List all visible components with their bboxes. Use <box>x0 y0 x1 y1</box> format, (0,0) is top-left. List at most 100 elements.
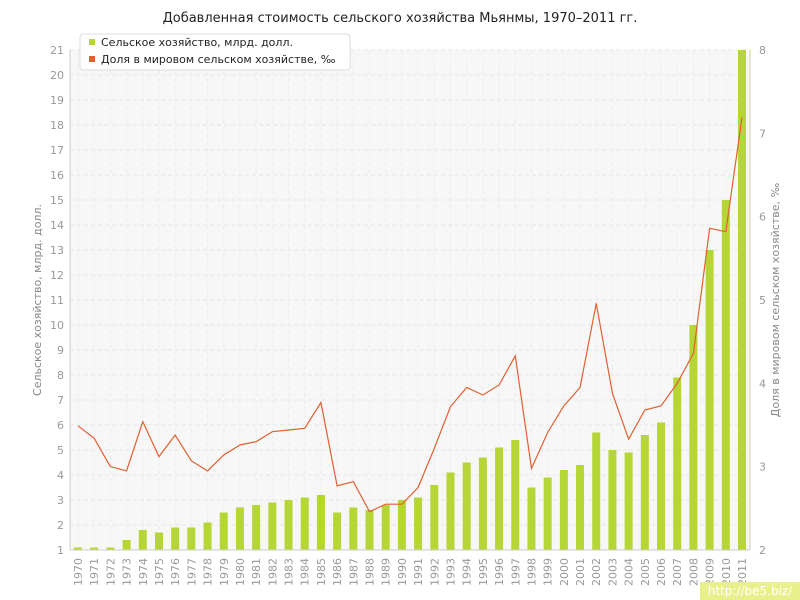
x-tick-label: 2000 <box>558 558 571 586</box>
x-tick-label: 1973 <box>121 558 134 586</box>
left-tick-label: 16 <box>50 169 64 182</box>
bar-1998 <box>527 487 536 550</box>
bar-2002 <box>592 432 601 550</box>
bar-2000 <box>559 470 568 550</box>
x-tick-label: 1974 <box>137 558 150 586</box>
bar-2003 <box>608 450 617 550</box>
legend-swatch-bars <box>89 39 95 45</box>
right-tick-label: 4 <box>759 377 766 390</box>
legend-label-line: Доля в мировом сельском хозяйстве, ‰ <box>101 53 336 66</box>
x-tick-label: 1998 <box>525 558 538 586</box>
left-tick-label: 4 <box>57 469 64 482</box>
bar-1972 <box>106 547 115 550</box>
bar-1983 <box>284 500 293 550</box>
left-tick-label: 3 <box>57 494 64 507</box>
bar-2004 <box>624 452 633 550</box>
x-tick-label: 1984 <box>299 558 312 586</box>
bar-1970 <box>74 547 82 550</box>
x-tick-label: 1993 <box>444 558 457 586</box>
bar-1991 <box>414 497 423 550</box>
left-tick-label: 15 <box>50 194 64 207</box>
right-tick-label: 7 <box>759 127 766 140</box>
bar-1987 <box>349 507 358 550</box>
legend-label-bars: Сельское хозяйство, млрд. долл. <box>101 36 293 49</box>
bar-1992 <box>430 485 439 550</box>
left-tick-label: 12 <box>50 269 64 282</box>
bar-1993 <box>446 472 455 550</box>
left-tick-label: 8 <box>57 369 64 382</box>
bar-1997 <box>511 440 520 550</box>
right-axis-ticks: 2 3 4 5 6 7 8 <box>759 44 766 557</box>
bar-2011 <box>738 50 746 550</box>
bar-series <box>74 50 746 550</box>
left-axis-label: Сельское хозяйство, млрд. долл. <box>31 204 44 396</box>
x-tick-label: 2007 <box>671 558 684 586</box>
left-tick-label: 2 <box>57 519 64 532</box>
x-tick-label: 1980 <box>234 558 247 586</box>
x-tick-label: 2005 <box>639 558 652 586</box>
bar-1981 <box>252 505 261 550</box>
legend-swatch-line <box>89 56 95 62</box>
legend[interactable]: Сельское хозяйство, млрд. долл. Доля в м… <box>79 33 351 71</box>
x-tick-label: 1970 <box>72 558 85 586</box>
bar-1994 <box>462 462 471 550</box>
left-tick-label: 18 <box>50 119 64 132</box>
x-tick-label: 1972 <box>104 558 117 586</box>
bar-2009 <box>705 250 714 550</box>
bar-2007 <box>673 377 682 550</box>
x-tick-label: 1989 <box>380 558 393 586</box>
left-tick-label: 10 <box>50 319 64 332</box>
bar-1988 <box>365 510 374 550</box>
left-tick-label: 20 <box>50 69 64 82</box>
bar-1980 <box>235 507 244 550</box>
x-tick-label: 1992 <box>428 558 441 586</box>
left-tick-label: 6 <box>57 419 64 432</box>
left-tick-label: 14 <box>50 219 64 232</box>
bar-2001 <box>576 465 585 550</box>
x-tick-label: 2008 <box>687 558 700 586</box>
x-axis-ticks: 1970 1971 1972 1973 1974 1975 1976 1977 1978 1979… <box>72 558 749 586</box>
bar-1973 <box>122 540 131 550</box>
x-tick-label: 1971 <box>88 558 101 586</box>
right-tick-label: 5 <box>759 294 766 307</box>
bar-1975 <box>154 532 163 550</box>
right-tick-label: 3 <box>759 461 766 474</box>
x-tick-label: 2003 <box>606 558 619 586</box>
bar-2005 <box>640 435 649 550</box>
right-axis-label: Доля в мировом сельском хозяйстве, ‰ <box>769 183 782 418</box>
share-line <box>77 117 743 513</box>
x-tick-label: 1994 <box>461 558 474 586</box>
x-tick-label: 1988 <box>364 558 377 586</box>
x-tick-label: 1997 <box>509 558 522 586</box>
bar-2008 <box>689 325 698 550</box>
x-tick-label: 1986 <box>331 558 344 586</box>
right-tick-label: 6 <box>759 211 766 224</box>
x-tick-label: 2002 <box>590 558 603 586</box>
bar-1971 <box>90 547 99 550</box>
x-tick-label: 1987 <box>347 558 360 586</box>
x-tick-label: 1995 <box>477 558 490 586</box>
right-tick-label: 8 <box>759 44 766 57</box>
bar-2010 <box>721 200 730 550</box>
left-tick-label: 11 <box>50 294 64 307</box>
bar-1984 <box>300 497 309 550</box>
x-tick-label: 1990 <box>396 558 409 586</box>
bar-1986 <box>333 512 342 550</box>
left-tick-label: 19 <box>50 94 64 107</box>
x-tick-label: 1981 <box>250 558 263 586</box>
left-tick-label: 17 <box>50 144 64 157</box>
bar-1985 <box>316 495 325 550</box>
bar-1990 <box>397 500 406 550</box>
bar-1977 <box>187 527 196 550</box>
x-tick-label: 1985 <box>315 558 328 586</box>
left-tick-label: 21 <box>50 44 64 57</box>
x-tick-label: 1991 <box>412 558 425 586</box>
watermark-link[interactable]: http://be5.biz/ <box>700 582 800 600</box>
x-tick-label: 1978 <box>202 558 215 586</box>
bar-1989 <box>381 505 390 550</box>
bar-1995 <box>478 457 487 550</box>
x-tick-label: 1976 <box>169 558 182 586</box>
x-tick-label: 2011 <box>736 558 749 586</box>
bar-1974 <box>138 530 147 550</box>
